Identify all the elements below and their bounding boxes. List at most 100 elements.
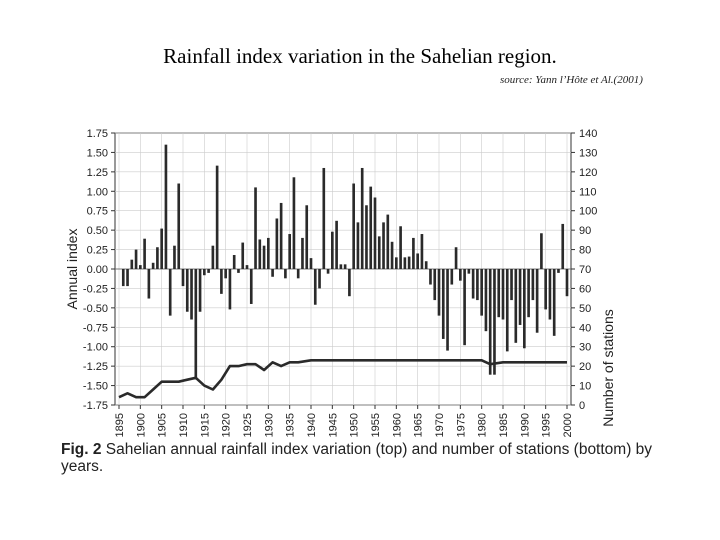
bar-1989 [518, 269, 522, 325]
bar-1960 [395, 257, 398, 269]
bar-1931 [271, 269, 274, 277]
bar-1966 [420, 234, 424, 269]
bar-1932 [275, 218, 279, 269]
y-tick-label: -0.75 [83, 322, 108, 334]
bar-1901 [143, 238, 146, 269]
bar-1907 [168, 269, 172, 316]
bar-1967 [424, 261, 428, 269]
x-tick-label: 1955 [370, 413, 382, 437]
bar-1921 [228, 269, 232, 310]
x-tick-label: 1950 [349, 413, 361, 437]
bar-1958 [386, 214, 390, 269]
y-tick-label: 1.00 [87, 186, 108, 198]
caption-text: Sahelian annual rainfall index variation… [61, 441, 653, 475]
x-tick-label: 1985 [498, 413, 510, 437]
y-axis-label: Annual index [64, 229, 80, 310]
y2-tick-label: 130 [579, 147, 597, 159]
bar-1973 [450, 269, 454, 285]
rainfall-index-bars [121, 144, 569, 380]
bar-1986 [505, 269, 509, 352]
bar-1972 [446, 269, 449, 351]
bar-1964 [412, 237, 415, 269]
bar-1914 [198, 269, 202, 312]
bar-1975 [459, 269, 462, 281]
stations-line [118, 358, 567, 399]
figure-caption: Fig. 2 Sahelian annual rainfall index va… [61, 441, 666, 475]
bar-1916 [207, 269, 210, 273]
y2-tick-label: 140 [579, 128, 597, 140]
bar-1947 [339, 264, 343, 269]
y2-tick-label: 120 [579, 167, 597, 179]
bar-1911 [185, 269, 189, 312]
x-tick-label: 1915 [199, 413, 211, 437]
bar-1992 [531, 269, 535, 301]
x-tick-label: 1900 [135, 413, 147, 437]
bar-1984 [497, 269, 501, 318]
bar-1918 [215, 165, 219, 269]
left-axis-ticks: 1.75 1.50 1.25 1.00 0.75 0.50 0.25 0.00 -0.25 -0.… [83, 128, 115, 412]
y2-tick-label: 60 [579, 283, 591, 295]
bar-1951 [356, 222, 360, 269]
bar-1993 [535, 269, 539, 333]
bar-1997 [552, 269, 556, 336]
y-tick-label: -1.75 [83, 400, 108, 412]
x-tick-label: 1925 [242, 413, 254, 437]
bar-1962 [403, 257, 407, 269]
y-tick-label: 1.75 [87, 128, 108, 140]
bar-1948 [343, 264, 347, 269]
bar-1983 [493, 269, 496, 375]
bar-1979 [476, 269, 479, 301]
x-tick-label: 1965 [413, 413, 425, 437]
bar-1925 [245, 265, 249, 269]
bar-1968 [429, 269, 432, 285]
bar-1961 [399, 226, 402, 269]
x-tick-label: 1910 [178, 413, 190, 437]
bar-1978 [471, 269, 475, 299]
y-tick-label: -1.00 [83, 342, 108, 354]
bar-1927 [254, 187, 257, 269]
bar-1937 [296, 269, 300, 279]
y2-tick-label: 0 [579, 400, 585, 412]
y-tick-label: 1.25 [87, 167, 108, 179]
x-tick-label: 1895 [114, 413, 126, 437]
bar-1994 [540, 233, 543, 269]
bar-1945 [331, 231, 334, 269]
caption-label: Fig. 2 [61, 441, 102, 458]
bar-1904 [156, 247, 159, 269]
x-tick-label: 1920 [221, 413, 233, 437]
bar-1991 [527, 269, 530, 318]
bar-1944 [326, 269, 330, 274]
bar-1953 [365, 205, 368, 269]
bar-1936 [292, 177, 296, 269]
bar-1987 [510, 269, 513, 301]
bar-1971 [441, 269, 445, 339]
bar-1917 [211, 245, 215, 269]
y2-tick-label: 30 [579, 342, 591, 354]
bar-1922 [232, 255, 236, 269]
y-tick-label: 1.50 [87, 147, 108, 159]
bar-1941 [313, 269, 317, 305]
bar-1905 [160, 228, 163, 269]
bar-1915 [203, 269, 206, 276]
bar-1943 [322, 167, 326, 269]
bar-1924 [241, 242, 245, 269]
bar-1956 [377, 236, 381, 269]
bar-1898 [130, 259, 134, 269]
x-tick-label: 1990 [519, 413, 531, 437]
x-axis-ticks: 1895 1900 1905 1910 1915 1920 1925 1930 1935 1940… [114, 405, 574, 437]
bar-1959 [390, 241, 394, 269]
y2-tick-label: 110 [579, 186, 597, 198]
bar-1965 [416, 253, 419, 269]
bar-1926 [249, 269, 253, 304]
x-tick-label: 1980 [477, 413, 489, 437]
stations-series-line [118, 358, 567, 399]
y2-axis-label: Number of stations [600, 309, 616, 427]
bar-1980 [480, 269, 483, 316]
x-tick-label: 1940 [306, 413, 318, 437]
bar-1990 [523, 269, 526, 349]
bar-1976 [463, 269, 466, 346]
bar-1955 [373, 197, 377, 269]
bar-1940 [309, 258, 313, 269]
bar-1942 [318, 269, 321, 289]
